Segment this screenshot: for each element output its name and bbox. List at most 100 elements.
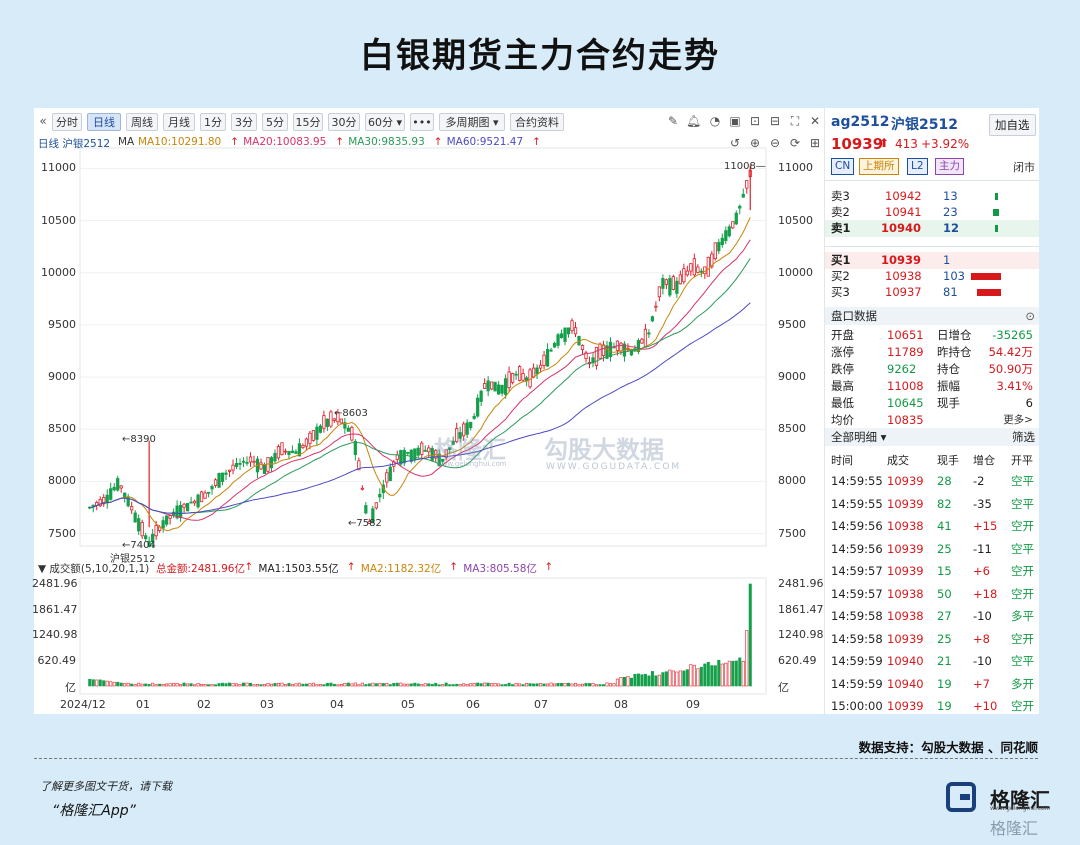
candle-body bbox=[675, 280, 679, 294]
candle-body bbox=[213, 479, 218, 486]
ask-row[interactable]: 卖3 10942 13 bbox=[825, 188, 1039, 205]
period-button-1[interactable]: 日线 bbox=[87, 113, 121, 131]
volume-bar bbox=[304, 683, 308, 687]
zoom-out-icon[interactable]: ⊖ bbox=[769, 136, 781, 150]
candle-body bbox=[717, 242, 721, 252]
volume-bar bbox=[594, 684, 599, 687]
candle-body bbox=[696, 266, 700, 273]
volume-bar bbox=[294, 683, 298, 687]
volume-bar bbox=[430, 683, 434, 687]
more-link[interactable]: 更多> bbox=[1003, 414, 1033, 426]
logo-subtext: www.gelonghui.com bbox=[990, 805, 1051, 812]
ask-volume: 23 bbox=[943, 205, 958, 219]
collapse-left-icon[interactable]: « bbox=[39, 114, 47, 128]
alert-bell-icon[interactable]: 🔔︎ bbox=[686, 114, 702, 128]
period-button-9[interactable]: 60分 ▾ bbox=[365, 113, 405, 131]
ask-row[interactable]: 卖2 10941 23 bbox=[825, 204, 1039, 221]
candle-body bbox=[343, 422, 347, 429]
stat-value: 54.42万 bbox=[988, 345, 1033, 359]
volume-bar bbox=[675, 671, 679, 687]
volume-bar bbox=[119, 682, 123, 687]
draw-pen-icon[interactable]: ✎ bbox=[667, 114, 679, 128]
volume-bar bbox=[640, 674, 644, 687]
candle-body bbox=[654, 305, 658, 308]
volume-bar bbox=[717, 659, 721, 687]
layout-icon[interactable]: ⊟ bbox=[769, 114, 781, 128]
ma-arrow-icon: ↑ bbox=[433, 136, 443, 148]
trade-row: 14:59:56 10938 41 +15 空开 bbox=[825, 518, 1039, 535]
period-button-4[interactable]: 1分 bbox=[200, 113, 226, 131]
trade-time: 14:59:58 bbox=[831, 631, 883, 646]
trade-time: 14:59:55 bbox=[831, 496, 883, 511]
trade-row: 14:59:57 10938 50 +18 空开 bbox=[825, 586, 1039, 603]
candle-body bbox=[455, 428, 459, 443]
volume-bar bbox=[297, 682, 301, 687]
period-button-0[interactable]: 分时 bbox=[52, 113, 82, 131]
period-button-5[interactable]: 3分 bbox=[231, 113, 257, 131]
close-icon[interactable]: ✕ bbox=[809, 114, 821, 128]
period-button-8[interactable]: 30分 bbox=[328, 113, 360, 131]
volume-bar bbox=[682, 670, 686, 687]
trade-price: 10939 bbox=[887, 541, 924, 556]
volume-bar bbox=[360, 682, 364, 687]
trade-vol: 50 bbox=[937, 586, 952, 601]
settings-icon[interactable]: ⊞ bbox=[809, 136, 821, 150]
bid-row[interactable]: 买2 10938 103 bbox=[825, 268, 1039, 285]
period-button-10[interactable]: ••• bbox=[410, 113, 434, 131]
candle-body bbox=[144, 535, 148, 540]
candle-body bbox=[476, 397, 480, 417]
detail-filter[interactable]: 筛选 bbox=[1012, 430, 1035, 444]
candlestick-chart[interactable] bbox=[34, 108, 824, 714]
volume-bar bbox=[165, 683, 169, 687]
period-button-12[interactable]: 合约资料 bbox=[510, 113, 564, 131]
stats-row: 跌停 9262 持仓 50.90万 bbox=[825, 361, 1039, 378]
annotation-8390: ←8390 bbox=[122, 433, 156, 445]
add-watchlist-button[interactable]: 加自选 bbox=[989, 114, 1036, 136]
candle-body bbox=[165, 515, 169, 525]
candle-body bbox=[566, 327, 571, 335]
volume-bar bbox=[158, 683, 162, 687]
volume-bar bbox=[252, 684, 256, 687]
watermark-brand: 格隆汇 bbox=[434, 436, 506, 464]
candle-body bbox=[402, 450, 406, 464]
candle-body bbox=[465, 422, 469, 435]
volume-bar bbox=[280, 682, 284, 687]
undo-icon[interactable]: ↺ bbox=[729, 136, 741, 150]
volume-bar bbox=[633, 673, 637, 687]
volume-bar bbox=[189, 683, 193, 687]
volume-bar bbox=[647, 675, 651, 687]
zoom-in-icon[interactable]: ⊕ bbox=[749, 136, 761, 150]
volume-bar bbox=[193, 684, 197, 687]
indicator-icon[interactable]: ◔ bbox=[709, 114, 721, 128]
candle-body bbox=[500, 384, 504, 394]
bid-row[interactable]: 买1 10939 1 bbox=[825, 252, 1039, 269]
period-button-11[interactable]: 多周期图 ▾ bbox=[439, 113, 505, 131]
reset-icon[interactable]: ⟳ bbox=[789, 136, 801, 150]
volume-bar bbox=[168, 683, 172, 687]
detail-title[interactable]: 全部明细 ▾ bbox=[831, 430, 887, 444]
candle-body bbox=[542, 354, 546, 366]
stats-settings-icon[interactable]: ⊙ bbox=[1025, 309, 1035, 323]
bid-row[interactable]: 买3 10937 81 bbox=[825, 284, 1039, 301]
toolbar-icons: ✎ 🔔︎ ◔ ▣ ⊡ ⊟ ⛶ ✕ ↺ ⊕ ⊖ ⟳ ⊞ bbox=[664, 114, 824, 154]
period-button-3[interactable]: 月线 bbox=[163, 113, 195, 131]
volume-bar bbox=[556, 683, 560, 687]
volume-bar bbox=[109, 681, 113, 687]
fullscreen-icon[interactable]: ⛶ bbox=[790, 114, 800, 128]
volume-bar bbox=[629, 677, 633, 687]
trade-oc: 空平 bbox=[1011, 541, 1034, 556]
period-button-2[interactable]: 周线 bbox=[126, 113, 158, 131]
volume-bar bbox=[472, 683, 476, 687]
camera-icon[interactable]: ▣ bbox=[729, 114, 741, 128]
volume-axis-right-label: 1240.98 bbox=[778, 628, 824, 641]
ask-row[interactable]: 卖1 10940 12 bbox=[825, 220, 1039, 237]
candle-body bbox=[559, 333, 564, 339]
price-axis-right-label: 9500 bbox=[778, 317, 806, 331]
period-button-7[interactable]: 15分 bbox=[293, 113, 323, 131]
trade-oc: 空平 bbox=[1011, 496, 1034, 511]
period-button-6[interactable]: 5分 bbox=[262, 113, 288, 131]
candle-body bbox=[682, 268, 686, 283]
record-icon[interactable]: ⊡ bbox=[749, 114, 761, 128]
candle-body bbox=[224, 472, 228, 475]
ask-price: 10940 bbox=[881, 221, 922, 235]
